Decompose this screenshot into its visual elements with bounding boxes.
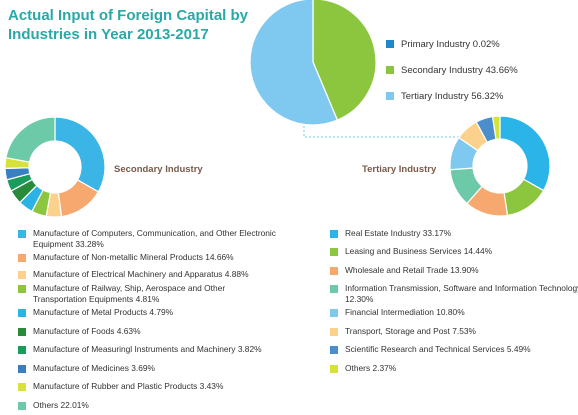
legend-label: Manufacture of Rubber and Plastic Produc… bbox=[33, 381, 224, 391]
secondary-legend-item: Others 22.01% bbox=[18, 400, 278, 411]
legend-swatch bbox=[18, 365, 26, 373]
secondary-legend-item: Manufacture of Metal Products 4.79% bbox=[18, 307, 278, 318]
tertiary-legend-item: Scientific Research and Technical Servic… bbox=[330, 344, 578, 355]
legend-label: Primary Industry 0.02% bbox=[401, 38, 500, 50]
legend-swatch bbox=[330, 365, 338, 373]
tertiary-legend-item: Wholesale and Retail Trade 13.90% bbox=[330, 265, 578, 276]
legend-label: Manufacture of Measuringl Instruments an… bbox=[33, 344, 262, 354]
legend-swatch bbox=[330, 328, 338, 336]
legend-swatch bbox=[18, 254, 26, 262]
tertiary-donut-slice-0 bbox=[499, 115, 551, 192]
legend-swatch bbox=[330, 267, 338, 275]
tertiary-legend-item: Information Transmission, Software and I… bbox=[330, 283, 578, 305]
legend-label: Information Transmission, Software and I… bbox=[345, 283, 578, 304]
legend-label: Manufacture of Computers, Communication,… bbox=[33, 228, 276, 249]
legend-label: Transport, Storage and Post 7.53% bbox=[345, 326, 476, 336]
tertiary-donut bbox=[449, 115, 551, 217]
legend-swatch bbox=[330, 230, 338, 238]
secondary-legend-item: Manufacture of Railway, Ship, Aerospace … bbox=[18, 283, 278, 305]
legend-label: Manufacture of Railway, Ship, Aerospace … bbox=[33, 283, 226, 304]
tertiary-legend-item: Real Estate Industry 33.17% bbox=[330, 228, 578, 239]
main-pie-slice-1 bbox=[312, 0, 377, 121]
tertiary-legend-item: Others 2.37% bbox=[330, 363, 578, 374]
legend-swatch bbox=[330, 346, 338, 354]
secondary-legend-item: Manufacture of Medicines 3.69% bbox=[18, 363, 278, 374]
main-legend-item: Tertiary Industry 56.32% bbox=[386, 87, 576, 105]
legend-label: Manufacture of Foods 4.63% bbox=[33, 326, 141, 336]
legend-label: Others 22.01% bbox=[33, 400, 89, 410]
legend-label: Real Estate Industry 33.17% bbox=[345, 228, 452, 238]
legend-label: Tertiary Industry 56.32% bbox=[401, 90, 504, 102]
main-legend: Primary Industry 0.02% Secondary Industry… bbox=[386, 35, 576, 113]
main-legend-item: Primary Industry 0.02% bbox=[386, 35, 576, 53]
legend-swatch bbox=[18, 309, 26, 317]
legend-swatch bbox=[386, 66, 394, 74]
legend-swatch bbox=[386, 40, 394, 48]
main-pie bbox=[249, 0, 377, 126]
legend-swatch bbox=[386, 92, 394, 100]
secondary-donut bbox=[4, 116, 106, 218]
tertiary-legend-item: Transport, Storage and Post 7.53% bbox=[330, 326, 578, 337]
secondary-legend-item: Manufacture of Rubber and Plastic Produc… bbox=[18, 381, 278, 392]
legend-label: Manufacture of Medicines 3.69% bbox=[33, 363, 155, 373]
secondary-legend-item: Manufacture of Non-metallic Mineral Prod… bbox=[18, 252, 278, 263]
secondary-legend-item: Manufacture of Foods 4.63% bbox=[18, 326, 278, 337]
main-legend-item: Secondary Industry 43.66% bbox=[386, 61, 576, 79]
legend-swatch bbox=[18, 230, 26, 238]
tertiary-legend-item: Leasing and Business Services 14.44% bbox=[330, 246, 578, 257]
secondary-legend-item: Manufacture of Measuringl Instruments an… bbox=[18, 344, 278, 355]
legend-swatch bbox=[18, 402, 26, 410]
secondary-legend-item: Manufacture of Computers, Communication,… bbox=[18, 228, 278, 250]
secondary-legend-item: Manufacture of Electrical Machinery and … bbox=[18, 269, 278, 280]
legend-swatch bbox=[330, 285, 338, 293]
tertiary-legend-item: Financial Intermediation 10.80% bbox=[330, 307, 578, 318]
secondary-donut-slice-0 bbox=[54, 116, 106, 193]
secondary-donut-title: Secondary Industry bbox=[114, 164, 203, 175]
legend-swatch bbox=[18, 383, 26, 391]
secondary-donut-slice-9 bbox=[5, 116, 56, 163]
legend-label: Leasing and Business Services 14.44% bbox=[345, 246, 493, 256]
main-pie-slice-2 bbox=[249, 0, 339, 126]
legend-swatch bbox=[18, 285, 26, 293]
legend-label: Others 2.37% bbox=[345, 363, 397, 373]
legend-label: Wholesale and Retail Trade 13.90% bbox=[345, 265, 479, 275]
legend-swatch bbox=[18, 328, 26, 336]
legend-label: Financial Intermediation 10.80% bbox=[345, 307, 465, 317]
legend-swatch bbox=[18, 271, 26, 279]
tertiary-donut-slice-7 bbox=[491, 115, 501, 140]
legend-label: Secondary Industry 43.66% bbox=[401, 64, 518, 76]
legend-swatch bbox=[18, 346, 26, 354]
legend-label: Scientific Research and Technical Servic… bbox=[345, 344, 531, 354]
tertiary-donut-title: Tertiary Industry bbox=[362, 164, 437, 175]
legend-swatch bbox=[330, 309, 338, 317]
chart-title: Actual Input of Foreign Capital by Indus… bbox=[8, 7, 248, 43]
legend-label: Manufacture of Electrical Machinery and … bbox=[33, 269, 249, 279]
legend-label: Manufacture of Non-metallic Mineral Prod… bbox=[33, 252, 234, 262]
legend-label: Manufacture of Metal Products 4.79% bbox=[33, 307, 174, 317]
legend-swatch bbox=[330, 248, 338, 256]
